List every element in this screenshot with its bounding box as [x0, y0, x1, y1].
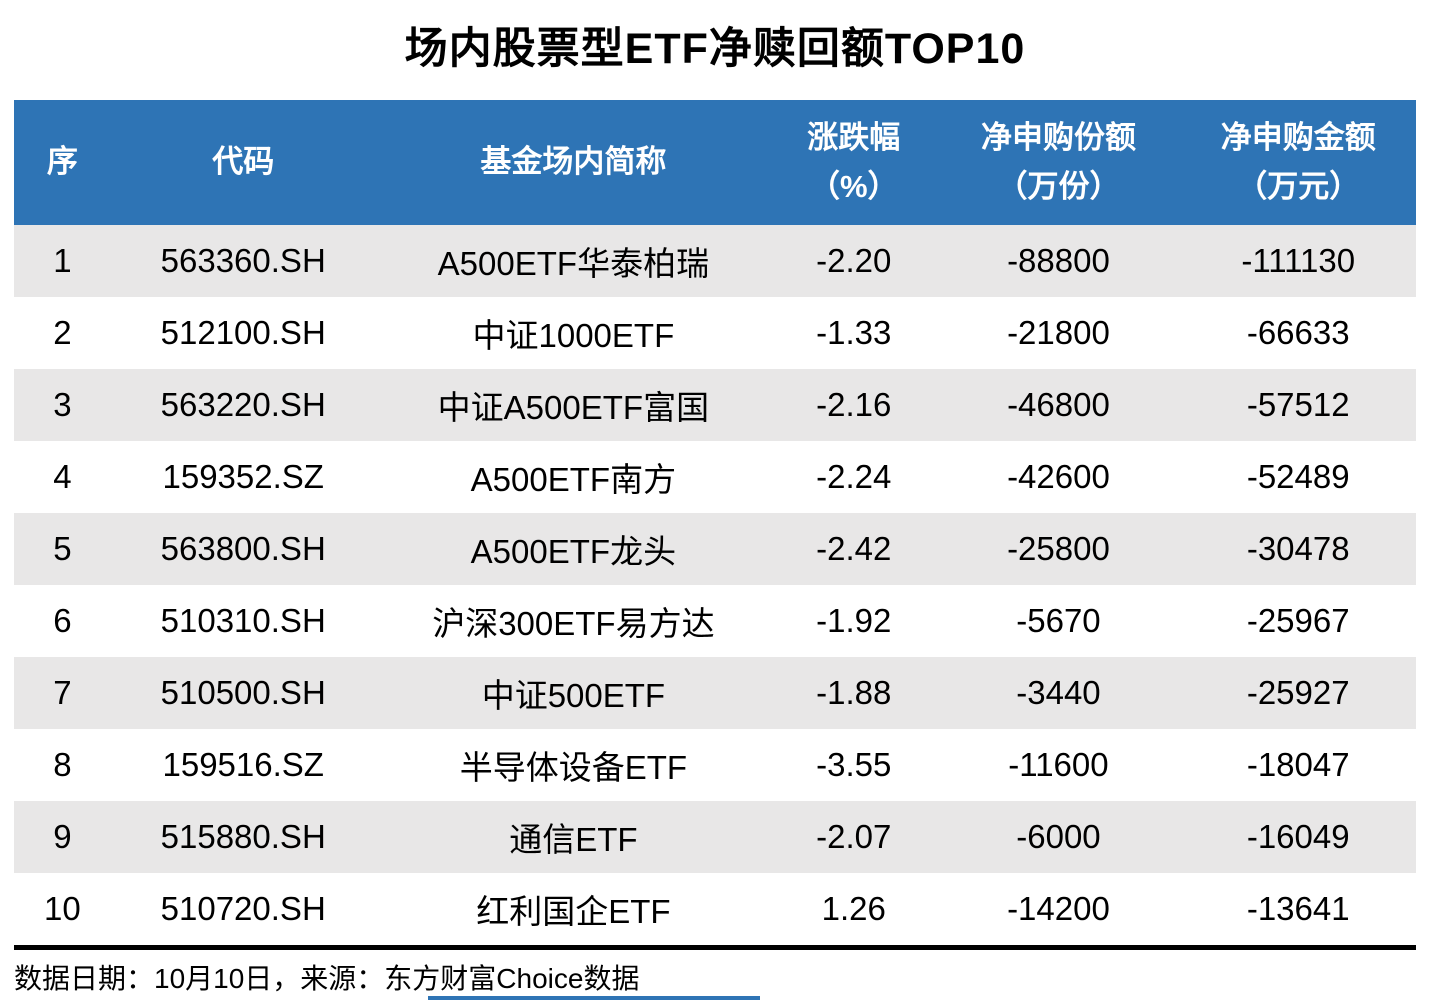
col-header-label: 代码	[212, 144, 275, 180]
cell-code: 563360.SH	[160, 242, 326, 279]
data-source-note: 数据日期：10月10日，来源：东方财富Choice数据	[14, 945, 1416, 997]
cell-seq: 1	[53, 242, 72, 279]
col-header-seq: 序	[14, 100, 111, 225]
table-row: 8 159516.SZ 半导体设备ETF -3.55 -11600 -18047	[14, 729, 1416, 801]
cell-seq: 8	[53, 746, 72, 783]
cell-change: -3.55	[816, 746, 892, 783]
cell-net-shares: -42600	[1007, 458, 1110, 495]
cell-code: 159516.SZ	[162, 746, 324, 783]
cell-net-amount: -25967	[1246, 602, 1350, 639]
table-row: 1 563360.SH A500ETF华泰柏瑞 -2.20 -88800 -111130	[14, 225, 1416, 297]
cell-name: 通信ETF	[509, 821, 638, 858]
cell-change: -2.16	[816, 386, 892, 423]
page-title: 场内股票型ETF净赎回额TOP10	[404, 25, 1026, 73]
cell-net-shares: -5670	[1016, 602, 1101, 639]
col-header-label: 净申购份额	[980, 120, 1136, 156]
etf-table: 序 代码 基金场内简称 涨跌幅 （%） 净申购份额 （万份） 净申购金额	[14, 100, 1416, 945]
cell-seq: 2	[53, 314, 72, 351]
cell-net-amount: -13641	[1246, 890, 1350, 927]
cell-name: 沪深300ETF易方达	[432, 605, 715, 642]
cell-name: A500ETF龙头	[470, 533, 677, 570]
col-header-code: 代码	[110, 100, 376, 225]
col-header-name: 基金场内简称	[375, 100, 772, 225]
col-header-net-shares: 净申购份额 （万份）	[936, 100, 1181, 225]
table-row: 5 563800.SH A500ETF龙头 -2.42 -25800 -30478	[14, 513, 1416, 585]
cell-net-amount: -57512	[1246, 386, 1350, 423]
col-header-unit: （万元）	[1236, 168, 1361, 204]
cell-code: 159352.SZ	[162, 458, 324, 495]
cell-seq: 7	[53, 674, 72, 711]
cell-change: -2.24	[816, 458, 892, 495]
cell-code: 515880.SH	[160, 818, 326, 855]
cell-net-shares: -21800	[1007, 314, 1110, 351]
cell-seq: 4	[53, 458, 72, 495]
cell-name: 中证500ETF	[481, 677, 666, 714]
cell-name: 红利国企ETF	[476, 893, 671, 930]
table-body: 1 563360.SH A500ETF华泰柏瑞 -2.20 -88800 -111130 2…	[14, 225, 1416, 945]
cell-change: -1.92	[816, 602, 892, 639]
table-row: 9 515880.SH 通信ETF -2.07 -6000 -16049	[14, 801, 1416, 873]
cell-net-shares: -14200	[1007, 890, 1110, 927]
cell-code: 510720.SH	[160, 890, 326, 927]
cell-net-amount: -111130	[1241, 242, 1356, 279]
cell-seq: 6	[53, 602, 72, 639]
col-header-label: 基金场内简称	[480, 144, 667, 180]
cell-net-shares: -46800	[1007, 386, 1110, 423]
cell-code: 512100.SH	[160, 314, 326, 351]
cell-net-shares: -88800	[1007, 242, 1110, 279]
col-header-unit: （%）	[808, 168, 899, 204]
table-row: 2 512100.SH 中证1000ETF -1.33 -21800 -66633	[14, 297, 1416, 369]
col-header-label: 涨跌幅	[807, 120, 901, 156]
cell-seq: 3	[53, 386, 72, 423]
cell-code: 563800.SH	[160, 530, 326, 567]
col-header-label: 净申购金额	[1220, 120, 1376, 156]
col-header-unit: （万份）	[996, 168, 1121, 204]
cell-code: 510310.SH	[160, 602, 326, 639]
cell-name: 中证A500ETF富国	[437, 389, 710, 426]
cell-change: -2.42	[816, 530, 892, 567]
cell-net-amount: -16049	[1246, 818, 1350, 855]
cell-net-amount: -18047	[1246, 746, 1350, 783]
cell-seq: 5	[53, 530, 72, 567]
cell-net-shares: -3440	[1016, 674, 1101, 711]
cell-change: -1.33	[816, 314, 892, 351]
bottom-accent-line	[428, 996, 760, 1000]
cell-net-amount: -25927	[1246, 674, 1350, 711]
header-row: 序 代码 基金场内简称 涨跌幅 （%） 净申购份额 （万份） 净申购金额	[14, 100, 1416, 225]
col-header-change: 涨跌幅 （%）	[771, 100, 937, 225]
cell-name: 中证1000ETF	[472, 317, 675, 354]
cell-change: -2.20	[816, 242, 892, 279]
cell-code: 563220.SH	[160, 386, 326, 423]
cell-change: -2.07	[816, 818, 892, 855]
cell-net-amount: -66633	[1246, 314, 1350, 351]
table-row: 10 510720.SH 红利国企ETF 1.26 -14200 -13641	[14, 873, 1416, 945]
cell-name: A500ETF华泰柏瑞	[437, 245, 710, 282]
col-header-net-amount: 净申购金额 （万元）	[1180, 100, 1416, 225]
table-header: 序 代码 基金场内简称 涨跌幅 （%） 净申购份额 （万份） 净申购金额	[14, 100, 1416, 225]
cell-net-amount: -52489	[1246, 458, 1350, 495]
cell-change: -1.88	[816, 674, 892, 711]
cell-net-shares: -25800	[1007, 530, 1110, 567]
cell-code: 510500.SH	[160, 674, 326, 711]
cell-name: A500ETF南方	[470, 461, 677, 498]
cell-net-shares: -11600	[1008, 746, 1109, 783]
cell-net-shares: -6000	[1016, 818, 1101, 855]
table-row: 4 159352.SZ A500ETF南方 -2.24 -42600 -52489	[14, 441, 1416, 513]
table-row: 3 563220.SH 中证A500ETF富国 -2.16 -46800 -57512	[14, 369, 1416, 441]
table-row: 6 510310.SH 沪深300ETF易方达 -1.92 -5670 -25967	[14, 585, 1416, 657]
cell-seq: 9	[53, 818, 72, 855]
cell-net-amount: -30478	[1246, 530, 1350, 567]
col-header-label: 序	[46, 144, 78, 180]
cell-change: 1.26	[821, 890, 886, 927]
cell-seq: 10	[44, 890, 81, 927]
table-row: 7 510500.SH 中证500ETF -1.88 -3440 -25927	[14, 657, 1416, 729]
cell-name: 半导体设备ETF	[459, 749, 688, 786]
